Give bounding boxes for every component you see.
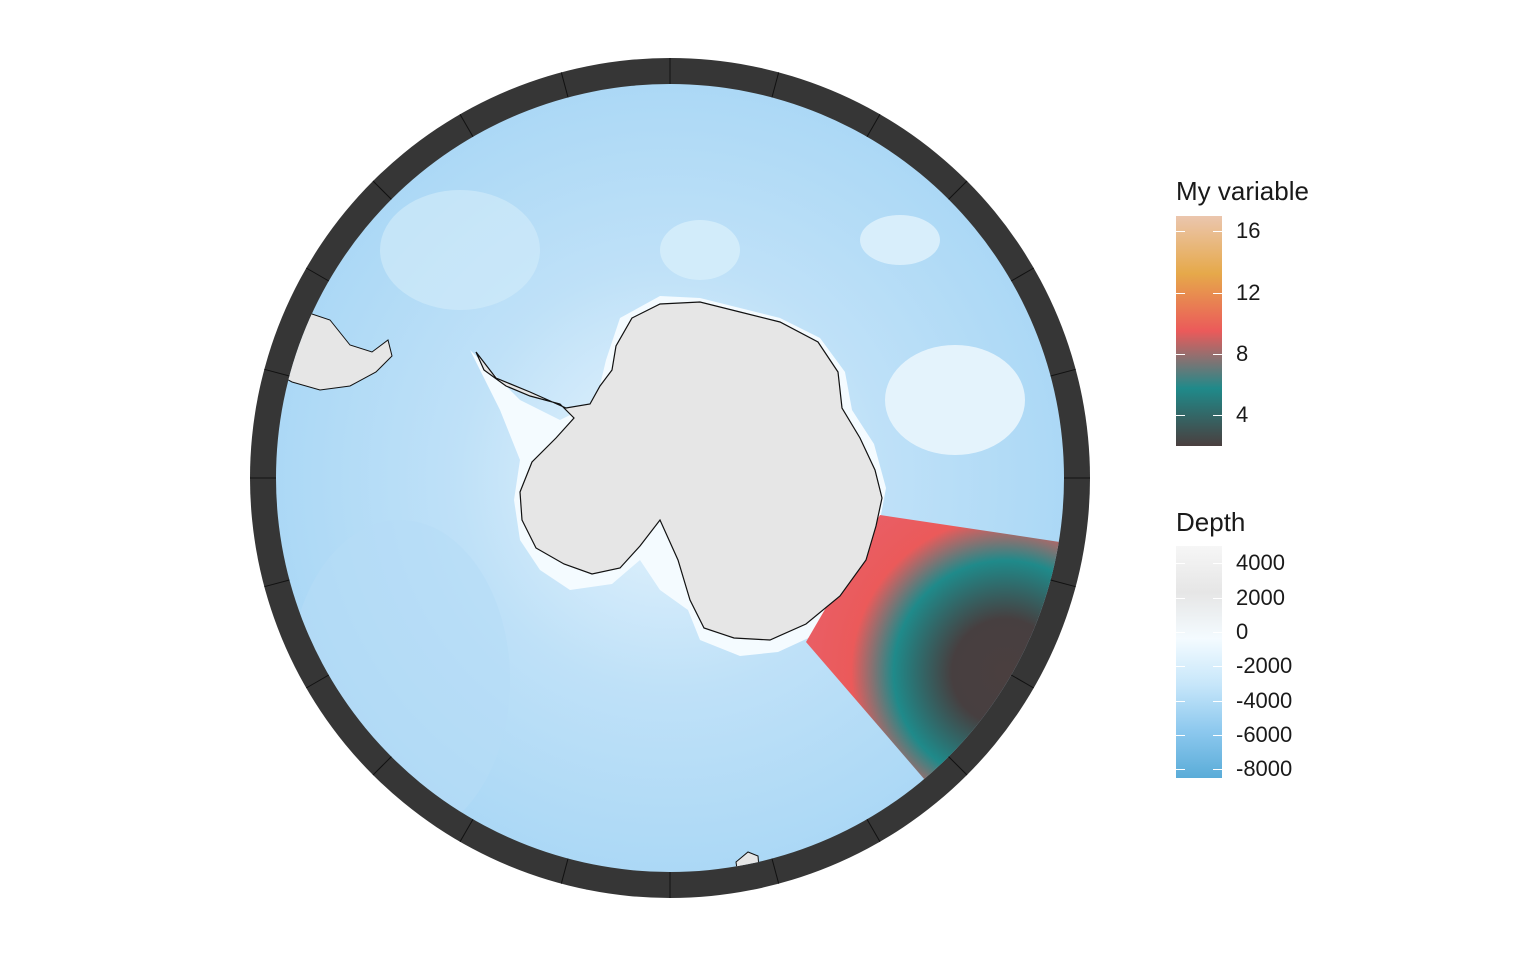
frame-tick [771,858,780,884]
variable-tick-mark [1176,231,1185,233]
variable-tick-mark [1213,354,1222,355]
depth-tick-mark [1176,597,1185,599]
variable-tick-mark [1213,415,1222,417]
frame-tick [866,114,881,138]
frame-tick [1010,267,1034,282]
frame-tick [306,267,330,282]
frame-tick [264,368,290,377]
frame-tick [948,756,968,776]
frame-tick [1010,674,1034,689]
frame-tick [948,180,968,200]
depth-tick-mark [1213,563,1222,565]
frame-tick [1050,368,1076,377]
depth-tick-mark [1176,735,1185,737]
frame-tick [306,674,330,689]
frame-tick [560,72,569,98]
frame-tick [459,114,474,138]
depth-tick-mark [1213,666,1222,668]
depth-tick-mark [1213,700,1222,702]
depth-tick-mark [1213,597,1222,599]
depth-tick-label: -2000 [1236,653,1293,679]
variable-legend-title: My variable [1176,176,1309,206]
depth-legend-title: Depth [1176,507,1246,537]
shelf-ridge [660,220,740,280]
variable-tick-label: 8 [1236,341,1249,366]
frame-tick [372,756,392,776]
depth-tick-label: 0 [1236,618,1249,644]
depth-tick-mark [1176,563,1185,565]
variable-tick-mark [1176,292,1185,294]
frame-tick [866,818,881,842]
variable-colorbar [1176,216,1222,446]
variable-tick-label: 12 [1236,279,1261,305]
shelf-ridge [380,190,540,310]
frame-tick [459,818,474,842]
variable-tick-mark [1176,354,1185,355]
antarctica-landmass [475,301,883,641]
variable-tick-label: 16 [1236,218,1261,244]
depth-tick-mark [1176,769,1185,771]
shelf-ridge [860,215,940,265]
depth-tick-mark [1213,769,1222,771]
frame-tick [372,180,392,200]
frame-tick [560,858,569,884]
variable-tick-mark [1213,292,1222,294]
variable-tick-mark [1213,231,1222,233]
depth-tick-label: -4000 [1236,687,1293,713]
shelf-ridge [885,345,1025,455]
frame-tick [264,579,290,588]
depth-tick-mark [1213,631,1222,633]
depth-tick-mark [1176,631,1185,633]
depth-tick-label: 2000 [1236,584,1285,610]
depth-tick-label: -8000 [1236,756,1293,782]
variable-tick-label: 4 [1236,402,1249,428]
frame-ticks [250,58,1090,898]
frame-tick [771,72,780,98]
depth-colorbar [1176,546,1222,778]
depth-tick-mark [1213,735,1222,737]
variable-tick-mark [1176,415,1185,417]
frame-tick [1050,579,1076,588]
depth-tick-mark [1176,666,1185,668]
depth-tick-label: -6000 [1236,722,1293,748]
depth-tick-label: 4000 [1236,550,1285,576]
depth-tick-mark [1176,700,1185,702]
